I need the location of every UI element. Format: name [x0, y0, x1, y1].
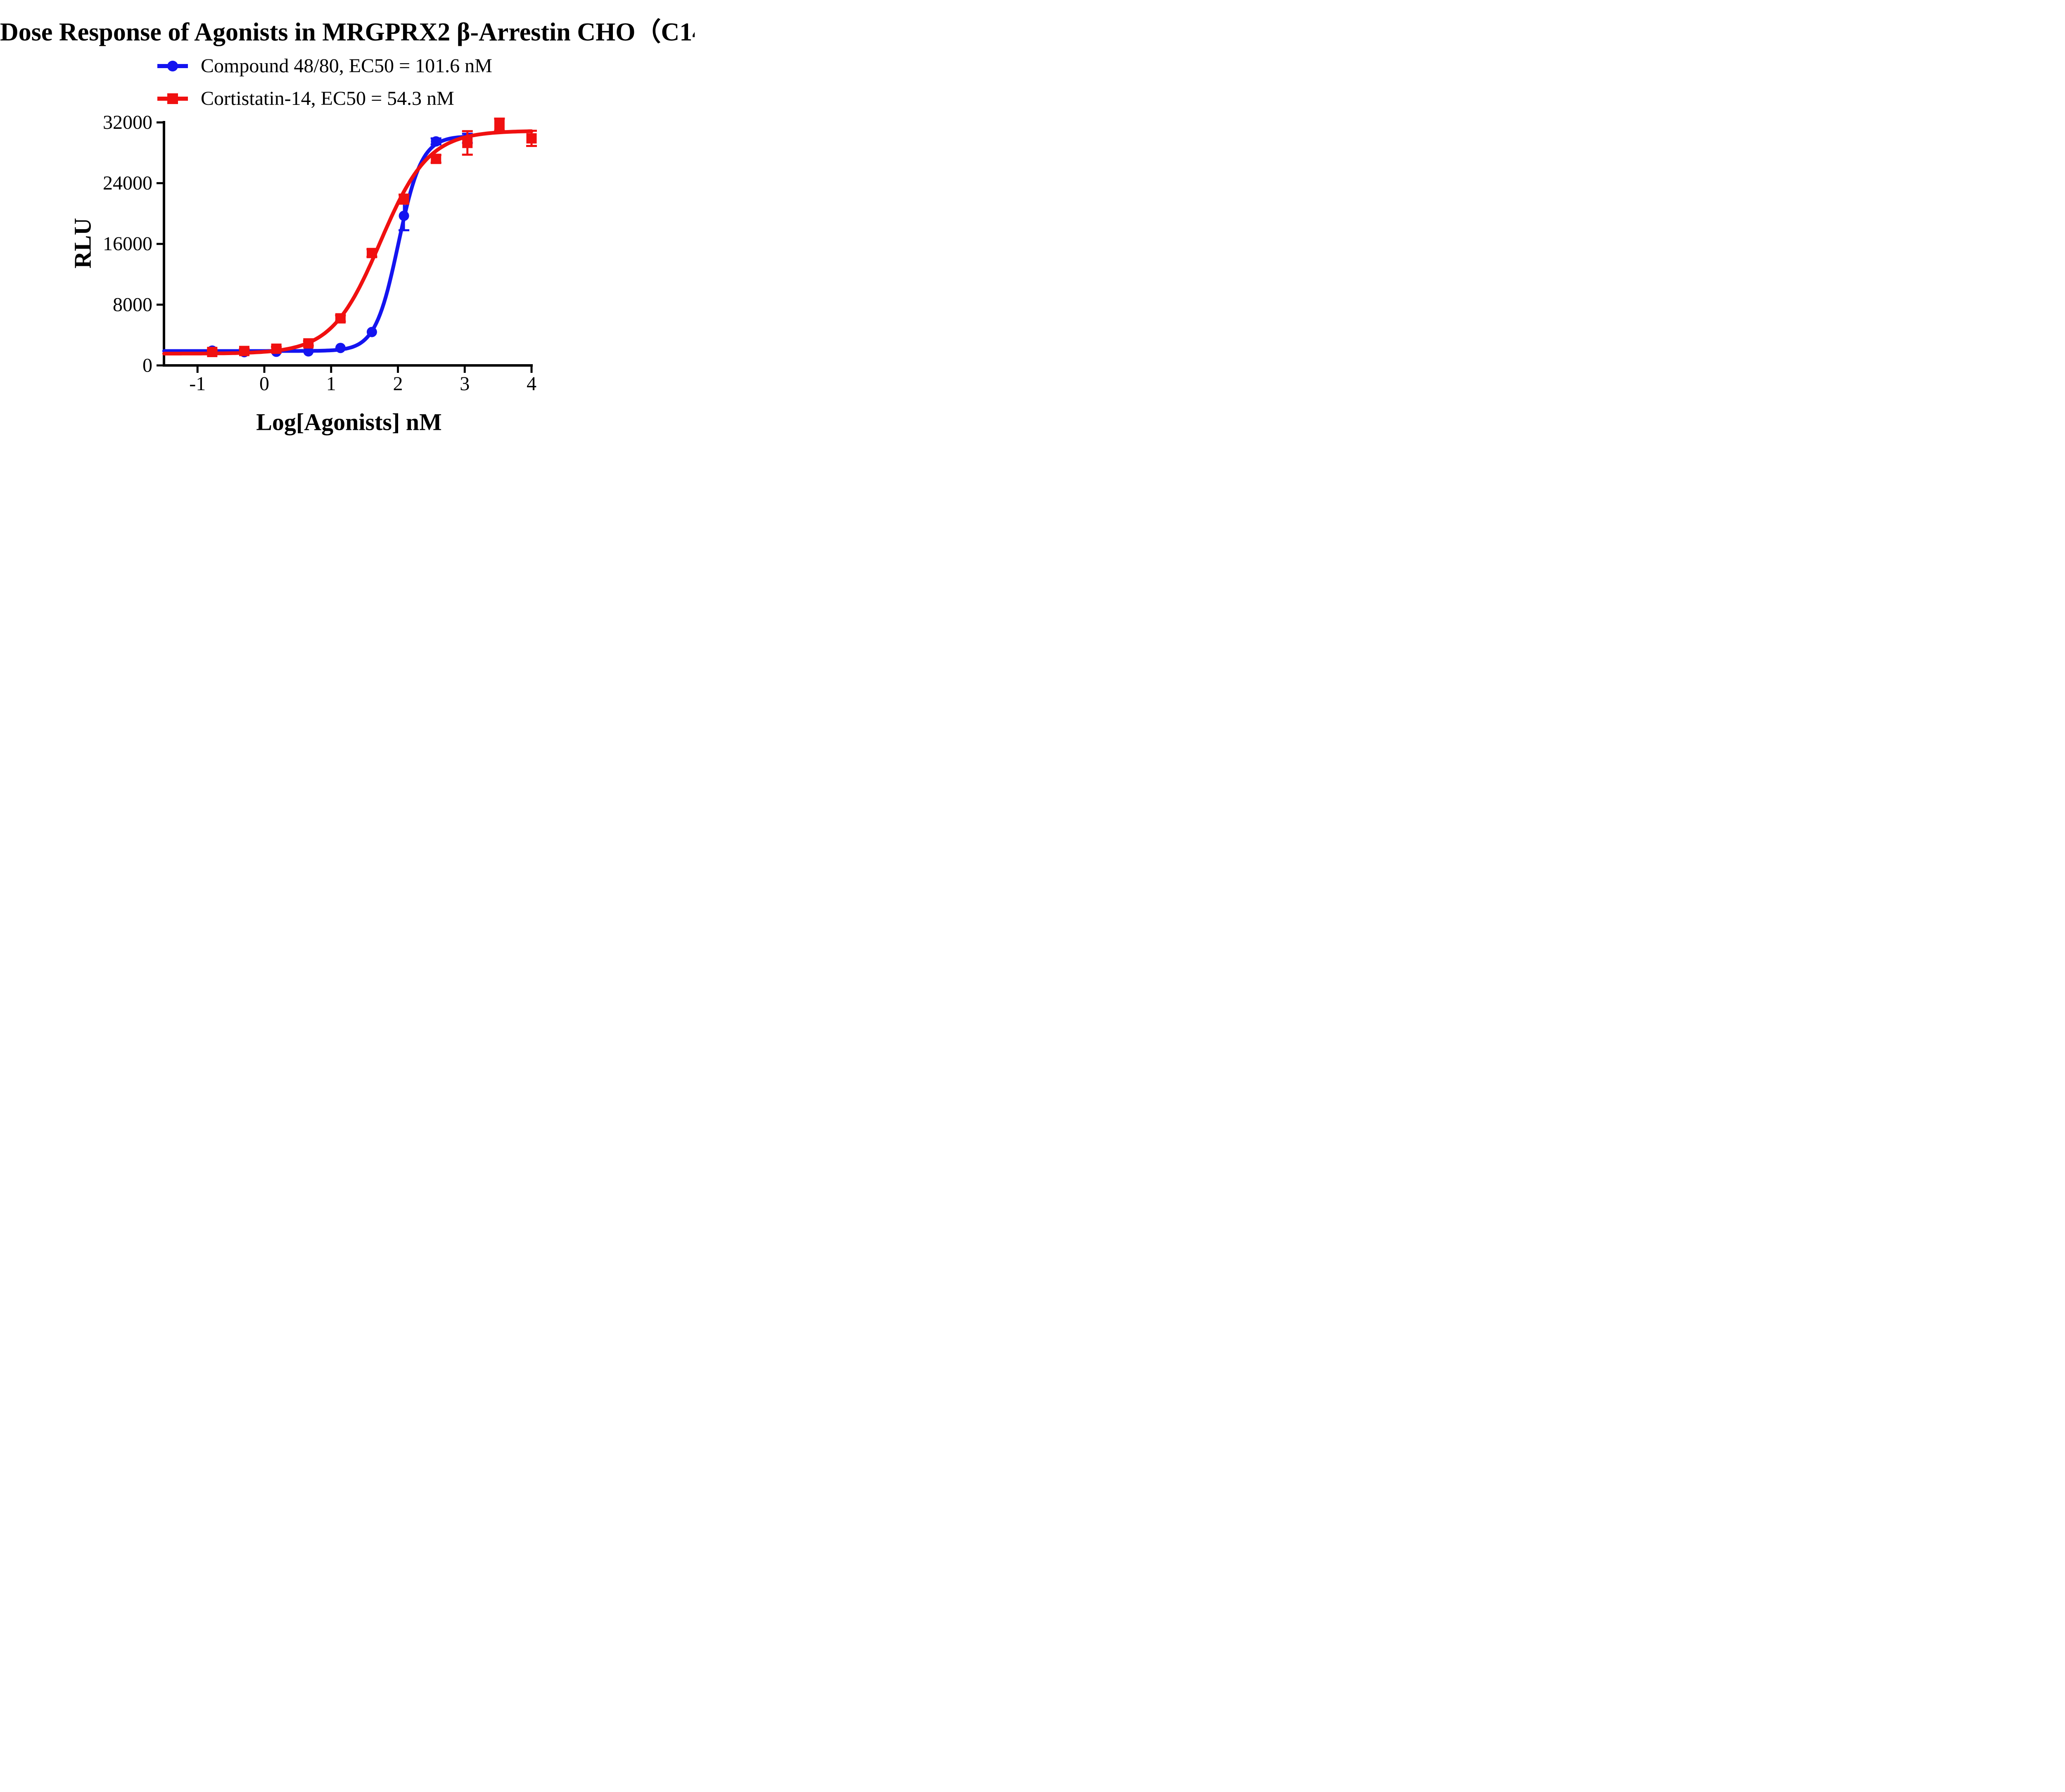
chart-title: Dose Response of Agonists in MRGPRX2 β-A… [0, 18, 695, 46]
y-axis-title: RLU [69, 218, 96, 268]
data-point-circle [366, 327, 377, 337]
y-tick-label: 0 [142, 355, 152, 377]
y-tick-label: 8000 [113, 294, 152, 315]
data-point-square [366, 248, 377, 258]
legend-item-compound-4880: Compound 48/80, EC50 = 101.6 nM [157, 53, 492, 79]
data-point-square [399, 194, 409, 204]
fit-curve-compound-48-80 [162, 135, 470, 353]
y-tick-label: 16000 [103, 233, 152, 255]
x-tick-label: 1 [326, 373, 336, 395]
legend-marker-square-icon [157, 93, 188, 104]
dose-response-chart: 0 8000 16000 24000 32000 -1 0 1 2 3 4 RLU Log[Agonis… [69, 111, 537, 436]
y-tick-label: 24000 [103, 172, 152, 194]
fit-curve-cortistatin-14 [162, 129, 534, 356]
data-point-square [271, 344, 282, 354]
data-point-square [494, 119, 505, 130]
x-tick-label: 4 [527, 373, 536, 395]
legend-marker-circle-icon [157, 61, 188, 71]
x-tick-label: -1 [189, 373, 206, 395]
x-tick-label: 0 [259, 373, 269, 395]
data-point-square [207, 346, 218, 357]
x-tick-label: 3 [460, 373, 470, 395]
legend-item-cortistatin-14: Cortistatin-14, EC50 = 54.3 nM [157, 85, 492, 112]
data-point-circle [399, 211, 409, 221]
data-point-square [462, 137, 473, 148]
data-point-square [335, 313, 346, 324]
data-point-square [303, 338, 314, 349]
data-point-square [239, 346, 249, 356]
data-point-circle [335, 343, 346, 353]
legend: Compound 48/80, EC50 = 101.6 nM Cortista… [157, 53, 492, 118]
x-axis-title: Log[Agonists] nM [256, 409, 442, 436]
x-tick-label: 2 [393, 373, 403, 395]
data-point-circle [431, 136, 441, 147]
data-point-circle [303, 346, 314, 357]
data-point-square [431, 154, 441, 164]
legend-label-cortistatin-14: Cortistatin-14, EC50 = 54.3 nM [201, 88, 454, 109]
y-tick-label: 32000 [103, 111, 152, 133]
legend-label-compound-4880: Compound 48/80, EC50 = 101.6 nM [201, 55, 492, 77]
data-point-square [526, 133, 537, 144]
dose-response-figure: Dose Response of Agonists in MRGPRX2 β-A… [0, 0, 695, 448]
